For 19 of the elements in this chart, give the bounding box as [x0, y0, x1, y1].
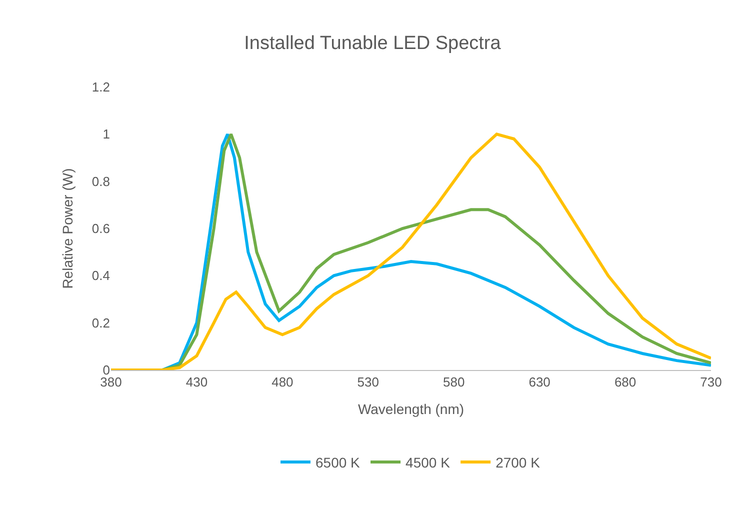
y-tick-label: 0.8: [92, 174, 110, 189]
y-tick-label: 0.4: [92, 268, 110, 284]
x-tick-label: 480: [272, 374, 294, 390]
x-tick-label: 430: [186, 374, 208, 390]
legend-label: 2700 K: [496, 454, 541, 470]
y-tick-label: 1.2: [92, 80, 110, 95]
legend-label: 4500 K: [406, 454, 451, 470]
chart-title: Installed Tunable LED Spectra: [244, 33, 502, 54]
y-tick-label: 0.6: [92, 221, 110, 236]
x-tick-label: 530: [357, 374, 379, 390]
x-tick-label: 730: [700, 374, 722, 390]
x-tick-label: 630: [528, 374, 550, 390]
y-tick-label: 0.2: [92, 315, 110, 330]
x-tick-label: 680: [614, 374, 636, 390]
x-axis-title: Wavelength (nm): [358, 400, 464, 417]
legend-label: 6500 K: [316, 454, 361, 470]
x-tick-label: 580: [443, 374, 465, 390]
y-axis-title: Relative Power (W): [60, 168, 76, 289]
y-tick-label: 1: [102, 126, 110, 142]
